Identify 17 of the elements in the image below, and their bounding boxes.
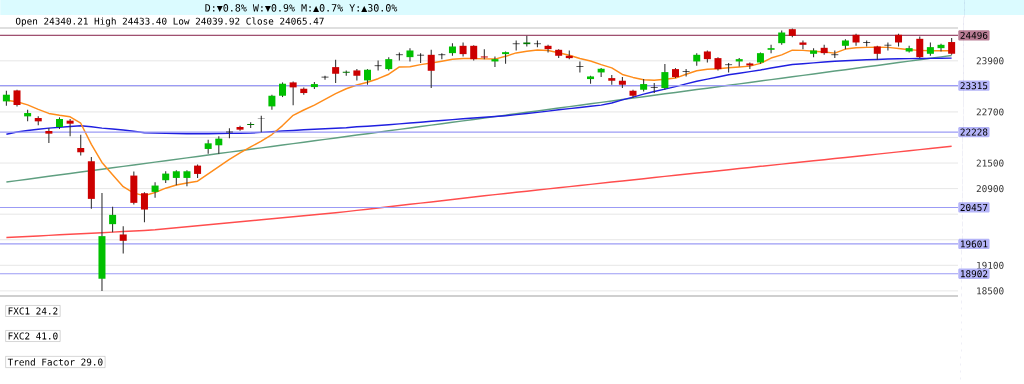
ref-line-label: 24496 <box>960 31 988 39</box>
y-tick-label: 19100 <box>977 261 1004 269</box>
ref-line-label: 18902 <box>961 270 988 278</box>
ref-line-label: 19601 <box>961 240 988 248</box>
y-tick-label: 21500 <box>976 159 1004 167</box>
text: Trend Factor 29.0 <box>7 358 103 366</box>
chart-subtitle: Open 24340.21 High 24433.40 Low 24039.92 Close 24065.47 <box>15 17 324 27</box>
chart-title: D:▼0.8% W:▼0.9% M:▲0.7% Y:▲30.0% <box>205 4 398 12</box>
y-tick-label: 18500 <box>977 287 1004 295</box>
ref-line-label: 23315 <box>960 82 988 90</box>
ref-line-label: 20457 <box>960 203 988 212</box>
y-tick-label: 23900 <box>976 57 1004 65</box>
ref-line-label: 22228 <box>960 128 988 136</box>
y-tick-label: 22700 <box>976 108 1004 116</box>
y-tick-label: 20900 <box>976 185 1004 193</box>
text: FXC2 41.0 <box>8 332 58 340</box>
text: FXC1 24.2 <box>8 307 58 315</box>
